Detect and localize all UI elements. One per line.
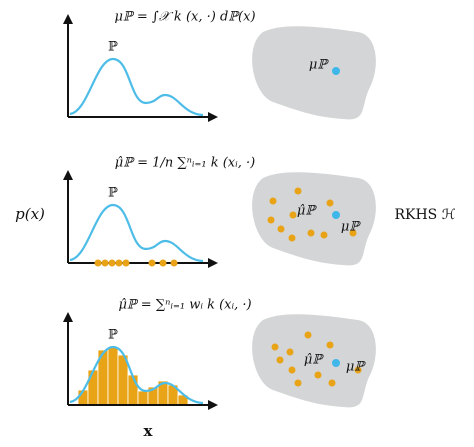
samples <box>94 259 178 267</box>
x-label: x <box>144 422 154 440</box>
rkhs-blob <box>252 314 376 408</box>
panel: μ̂ℙ = ∑ⁿᵢ₌₁ wᵢ k (xᵢ, ·) ℙ μ̂ℙ μℙ <box>63 298 376 410</box>
mean-embedding-dot <box>332 211 340 219</box>
formula: μ̂ℙ = ∑ⁿᵢ₌₁ wᵢ k (xᵢ, ·) <box>118 298 251 313</box>
density-curve <box>69 345 204 405</box>
mean-embedding-dot <box>332 67 340 75</box>
feature-points <box>267 187 357 242</box>
dist-label: ℙ <box>108 40 118 55</box>
density-curve <box>69 57 204 117</box>
embedding-label: μℙ <box>341 220 361 235</box>
y-label: p(x) <box>15 205 45 223</box>
panel: μ̂ℙ = 1/n ∑ⁿᵢ₌₁ k (xᵢ, ·) ℙ μ̂ℙ μℙ <box>63 156 376 268</box>
dist-label: ℙ <box>108 186 118 201</box>
rkhs-label: RKHS ℋ <box>394 207 455 223</box>
dist-label: ℙ <box>108 328 118 343</box>
formula: μℙ = ∫𝒳 k (x, ·) dℙ(x) <box>114 10 255 25</box>
embedding-label: μ̂ℙ <box>297 204 317 219</box>
feature-points <box>271 331 362 387</box>
formula: μ̂ℙ = 1/n ∑ⁿᵢ₌₁ k (xᵢ, ·) <box>115 156 255 171</box>
mean-embedding-dot <box>332 359 340 367</box>
embedding-label: μℙ <box>346 360 366 375</box>
panel: μℙ = ∫𝒳 k (x, ·) dℙ(x) ℙ μℙ <box>63 10 376 122</box>
embedding-label: μℙ <box>309 58 329 73</box>
density-curve <box>69 203 204 263</box>
rkhs-blob <box>252 172 376 266</box>
embedding-label: μ̂ℙ <box>304 353 324 368</box>
rkhs-blob <box>252 26 376 120</box>
